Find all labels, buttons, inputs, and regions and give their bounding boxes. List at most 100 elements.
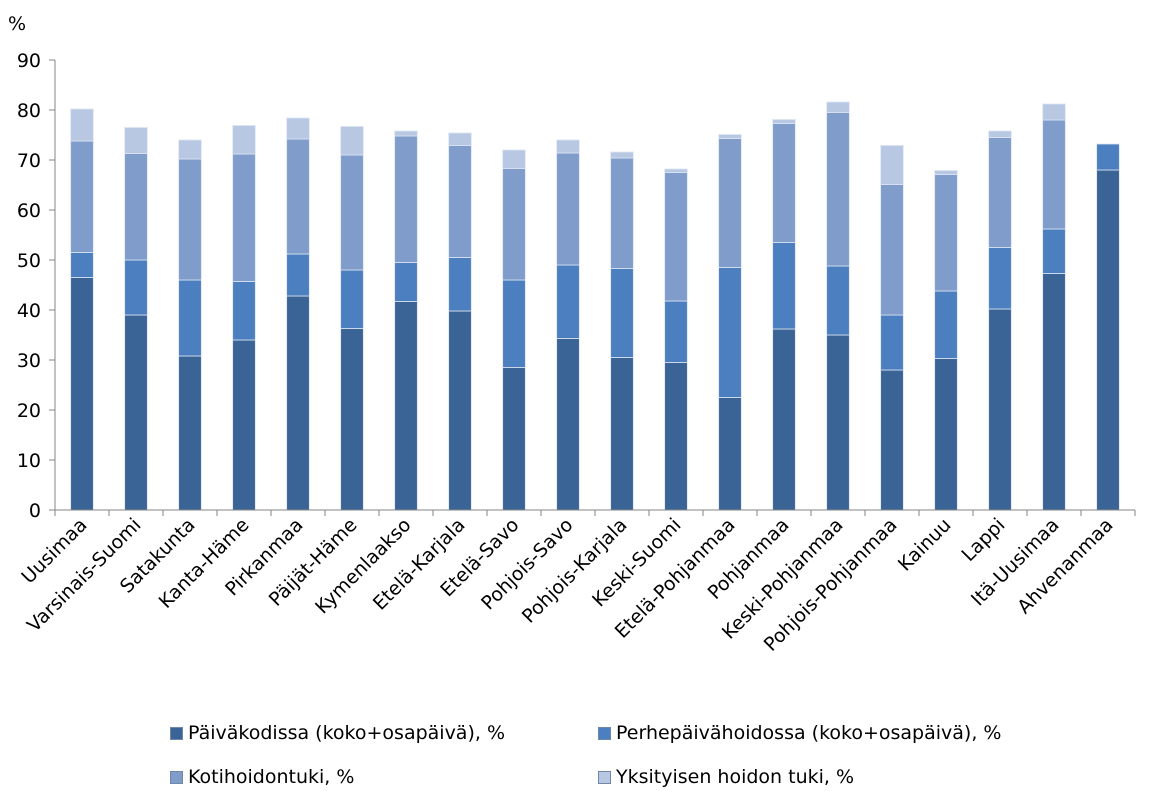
bar-segment-s1-c18 — [1042, 228, 1066, 274]
legend-label: Perhepäivähoidossa (koko+osapäivä), % — [616, 722, 1002, 744]
bar-segment-s2-c6 — [394, 135, 418, 263]
legend-item-paivakodissa: Päiväkodissa (koko+osapäivä), % — [170, 722, 505, 744]
bar-segment-s3-c13 — [772, 119, 796, 124]
bar-segment-s2-c5 — [340, 154, 364, 271]
bar-segment-s0-c11 — [664, 362, 688, 511]
bar-segment-s1-c10 — [610, 268, 634, 358]
y-tick-label: 90 — [17, 50, 41, 72]
bar-segment-s0-c1 — [124, 314, 148, 511]
bar-segment-s3-c1 — [124, 127, 148, 154]
y-tick-label: 50 — [17, 250, 41, 272]
bar-segment-s0-c7 — [448, 310, 472, 511]
bar-segment-s1-c13 — [772, 242, 796, 330]
bar-segment-s0-c18 — [1042, 273, 1066, 511]
bar-segment-s1-c15 — [880, 314, 904, 371]
bar-segment-s3-c16 — [934, 170, 958, 175]
y-tick-label: 10 — [17, 450, 41, 472]
bar-segment-s0-c17 — [988, 308, 1012, 511]
bar-segment-s0-c8 — [502, 367, 526, 511]
bar-segment-s1-c2 — [178, 279, 202, 357]
x-tick-label: Lappi — [957, 514, 1009, 566]
bar-segment-s1-c4 — [286, 253, 310, 297]
bar-segment-s0-c13 — [772, 328, 796, 511]
bar-segment-s0-c9 — [556, 338, 580, 511]
bar-segment-s1-c16 — [934, 290, 958, 359]
bar-segment-s2-c4 — [286, 138, 310, 255]
bar-segment-s3-c8 — [502, 149, 526, 169]
bar-segment-s0-c0 — [70, 277, 94, 511]
bar-segment-s0-c6 — [394, 301, 418, 511]
bar-segment-s1-c14 — [826, 265, 850, 336]
legend-item-kotihoidontuki: Kotihoidontuki, % — [170, 766, 354, 788]
bar-segment-s3-c12 — [718, 134, 742, 139]
bar-segment-s3-c15 — [880, 145, 904, 185]
legend-label: Yksityisen hoidon tuki, % — [616, 766, 855, 788]
bar-segment-s2-c9 — [556, 152, 580, 266]
bar-segment-s2-c1 — [124, 153, 148, 261]
bar-segment-s0-c10 — [610, 357, 634, 511]
bar-segment-s2-c10 — [610, 157, 634, 269]
bar-segment-s0-c19 — [1096, 169, 1120, 511]
bar-segment-s2-c8 — [502, 168, 526, 281]
y-tick-label: 40 — [17, 300, 41, 322]
legend-swatch — [598, 770, 611, 784]
bars — [70, 101, 1120, 511]
bar-segment-s0-c12 — [718, 397, 742, 511]
legend-item-yksityisen-hoidon-tuki: Yksityisen hoidon tuki, % — [598, 766, 854, 788]
bar-segment-s3-c4 — [286, 117, 310, 140]
legend-label: Päiväkodissa (koko+osapäivä), % — [188, 722, 505, 744]
bar-segment-s0-c15 — [880, 369, 904, 511]
bar-segment-s3-c3 — [232, 125, 256, 155]
x-axis: UusimaaVarsinais-SuomiSatakuntaKanta-Häm… — [17, 509, 1136, 656]
y-tick-label: 70 — [17, 150, 41, 172]
bar-segment-s1-c9 — [556, 264, 580, 339]
bar-segment-s1-c7 — [448, 257, 472, 312]
bar-segment-s2-c13 — [772, 123, 796, 243]
bar-segment-s1-c3 — [232, 281, 256, 341]
bar-segment-s2-c7 — [448, 145, 472, 258]
bar-segment-s2-c16 — [934, 174, 958, 292]
bar-segment-s3-c10 — [610, 151, 634, 159]
bar-segment-s2-c15 — [880, 184, 904, 316]
bar-segment-s0-c4 — [286, 295, 310, 511]
bar-segment-s2-c17 — [988, 137, 1012, 248]
bar-segment-s2-c11 — [664, 172, 688, 302]
bar-segment-s1-c17 — [988, 247, 1012, 310]
legend-swatch — [170, 726, 183, 740]
y-axis-label: % — [8, 13, 26, 35]
bar-segment-s3-c6 — [394, 130, 418, 137]
legend-swatch — [598, 726, 611, 740]
y-tick-label: 60 — [17, 200, 41, 222]
bar-segment-s2-c18 — [1042, 119, 1066, 230]
bar-segment-s1-c8 — [502, 279, 526, 368]
bar-segment-s3-c5 — [340, 126, 364, 156]
bar-segment-s0-c2 — [178, 355, 202, 511]
bar-segment-s2-c12 — [718, 138, 742, 268]
bar-segment-s1-c0 — [70, 252, 94, 278]
bar-segment-s1-c12 — [718, 267, 742, 398]
bar-segment-s3-c18 — [1042, 103, 1066, 121]
bar-segment-s2-c3 — [232, 153, 256, 282]
bar-segment-s3-c7 — [448, 132, 472, 146]
bar-segment-s1-c1 — [124, 259, 148, 316]
x-tick-label: Kainuu — [894, 514, 956, 576]
bar-segment-s3-c11 — [664, 168, 688, 173]
y-tick-label: 20 — [17, 400, 41, 422]
bar-segment-s0-c5 — [340, 328, 364, 511]
y-axis: 0 10 20 30 40 50 60 70 80 90 — [17, 50, 56, 522]
bar-segment-s3-c14 — [826, 101, 850, 113]
bar-segment-s3-c17 — [988, 130, 1012, 138]
bar-segment-s1-c5 — [340, 269, 364, 329]
legend-item-perhepaivahoidossa: Perhepäivähoidossa (koko+osapäivä), % — [598, 722, 1001, 744]
bar-segment-s2-c14 — [826, 112, 850, 267]
bar-segment-s3-c0 — [70, 108, 94, 142]
bar-segment-s1-c19 — [1096, 143, 1120, 171]
legend-label: Kotihoidontuki, % — [188, 766, 355, 788]
y-tick-label: 80 — [17, 100, 41, 122]
bar-segment-s1-c11 — [664, 300, 688, 363]
bar-segment-s2-c2 — [178, 158, 202, 281]
x-tick-label: Kymenlaakso — [311, 514, 415, 618]
bar-segment-s1-c6 — [394, 262, 418, 302]
y-tick-label: 0 — [29, 500, 41, 522]
